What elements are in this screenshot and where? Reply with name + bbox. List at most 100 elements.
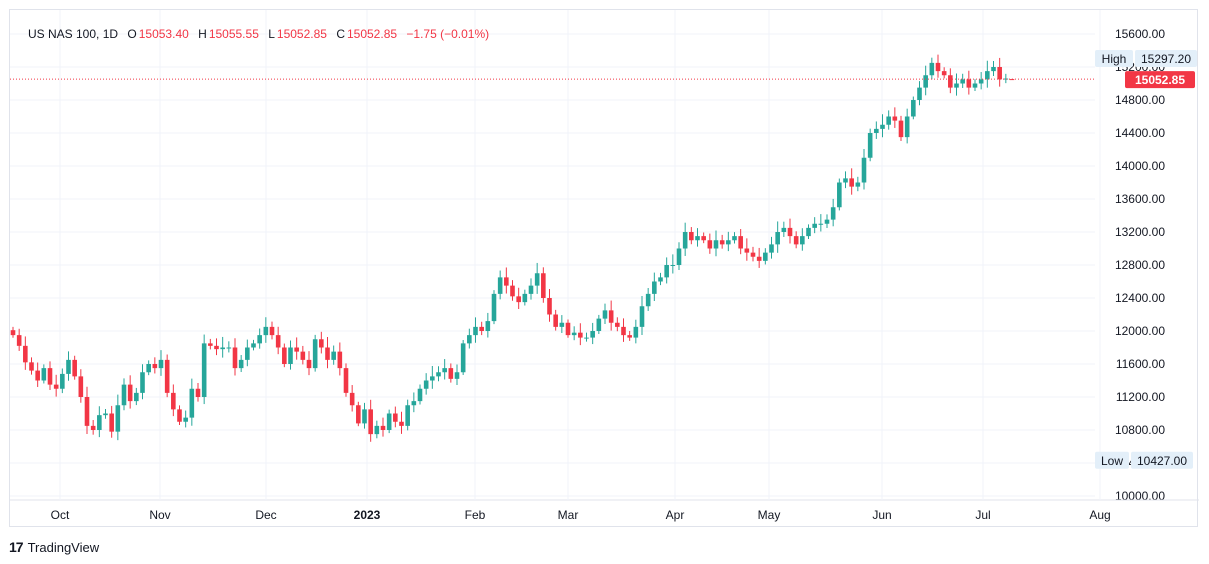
candle-body bbox=[633, 326, 639, 338]
candle-body bbox=[140, 372, 145, 393]
high-value-label: 15297.20 bbox=[1141, 52, 1191, 66]
candle-body bbox=[368, 409, 373, 435]
x-tick-label: May bbox=[758, 508, 781, 522]
x-tick-label: Dec bbox=[255, 508, 276, 522]
candle-body bbox=[257, 335, 262, 344]
candle-body bbox=[855, 182, 861, 187]
price-chart[interactable]: 15600.0015200.0014800.0014400.0014000.00… bbox=[10, 10, 1199, 528]
x-tick-label: Oct bbox=[51, 508, 70, 522]
candle-body bbox=[960, 79, 965, 84]
candle-body bbox=[349, 392, 355, 406]
candle-body bbox=[837, 182, 842, 208]
candle-body bbox=[812, 223, 817, 228]
candle-body bbox=[485, 321, 491, 331]
high-value-badge bbox=[1135, 49, 1197, 67]
candle-body bbox=[460, 343, 466, 373]
candle-body bbox=[473, 326, 478, 336]
candle-body bbox=[238, 359, 244, 369]
candle-body bbox=[553, 314, 558, 327]
candle-body bbox=[541, 273, 546, 298]
candle-body bbox=[781, 227, 787, 232]
candle-body bbox=[522, 293, 528, 303]
low-key: L bbox=[268, 27, 275, 41]
candle-body bbox=[220, 347, 225, 350]
open-key: O bbox=[127, 27, 137, 41]
candle-body bbox=[10, 330, 16, 336]
x-tick-label: Mar bbox=[558, 508, 579, 522]
candle-body bbox=[134, 392, 139, 402]
candle-body bbox=[374, 425, 380, 435]
tradingview-logo[interactable]: 17 TradingView bbox=[9, 539, 99, 555]
candle-body bbox=[479, 326, 484, 331]
candle-body bbox=[269, 326, 275, 336]
candle-body bbox=[658, 277, 663, 282]
candle-body bbox=[504, 277, 509, 286]
candle-body bbox=[300, 351, 306, 360]
candle-body bbox=[319, 339, 324, 348]
candle-body bbox=[454, 372, 460, 379]
ohlc-legend: US NAS 100, 1D O 15053.40 H 15055.55 L 1505… bbox=[28, 27, 495, 41]
low-badge-label: Low bbox=[1101, 454, 1123, 468]
y-tick-label: 13200.00 bbox=[1115, 225, 1165, 239]
candle-body bbox=[997, 67, 1002, 80]
candle-body bbox=[275, 335, 281, 348]
candle-body bbox=[72, 359, 77, 377]
y-tick-label: 11600.00 bbox=[1116, 357, 1165, 371]
candle-body bbox=[719, 240, 725, 245]
candle-body bbox=[16, 335, 22, 346]
candle-body bbox=[380, 425, 386, 430]
candle-body bbox=[578, 332, 583, 338]
close-value: 15052.85 bbox=[346, 27, 398, 41]
x-tick-label: 2023 bbox=[354, 508, 381, 522]
candle-body bbox=[978, 79, 984, 84]
candle-body bbox=[806, 227, 811, 237]
y-tick-label: 12800.00 bbox=[1115, 258, 1165, 272]
y-tick-label: 10800.00 bbox=[1115, 423, 1165, 437]
candle-body bbox=[670, 265, 676, 266]
candle-body bbox=[615, 322, 620, 327]
brand-name: TradingView bbox=[27, 539, 100, 555]
candle-body bbox=[528, 285, 534, 294]
candle-body bbox=[146, 364, 151, 373]
candle-body bbox=[843, 178, 848, 183]
candle-body bbox=[769, 244, 774, 253]
candle-body bbox=[41, 368, 47, 381]
candle-body bbox=[892, 116, 898, 121]
candle-body bbox=[676, 248, 682, 265]
candle-body bbox=[152, 364, 158, 369]
candle-body bbox=[534, 273, 540, 286]
candle-body bbox=[386, 413, 392, 430]
candle-body bbox=[726, 240, 731, 245]
candle-body bbox=[744, 248, 750, 253]
candle-body bbox=[294, 347, 299, 352]
candle-body bbox=[793, 236, 799, 245]
candle-body bbox=[195, 388, 201, 397]
candle-body bbox=[337, 351, 343, 369]
candle-body bbox=[941, 71, 947, 76]
candle-body bbox=[867, 133, 873, 158]
candle-body bbox=[491, 293, 497, 322]
high-value: 15055.55 bbox=[208, 27, 259, 41]
candle-body bbox=[214, 345, 219, 350]
candle-body bbox=[621, 326, 626, 336]
candle-body bbox=[66, 359, 71, 374]
candle-body bbox=[948, 75, 953, 88]
candle-body bbox=[886, 116, 891, 125]
candle-body bbox=[29, 362, 34, 371]
candle-body bbox=[127, 384, 133, 402]
y-tick-label: 14000.00 bbox=[1115, 159, 1165, 173]
candle-body bbox=[331, 351, 336, 360]
candle-body bbox=[417, 388, 423, 402]
candle-body bbox=[47, 368, 53, 385]
candle-body bbox=[232, 347, 238, 369]
high-badge-label: High bbox=[1102, 52, 1127, 66]
candle-body bbox=[849, 178, 854, 187]
candle-body bbox=[97, 415, 102, 430]
candle-body bbox=[282, 347, 287, 364]
candle-body bbox=[325, 347, 330, 360]
candle-body bbox=[713, 240, 719, 249]
chart-frame[interactable]: 15600.00 15200.00 14800.00 14400.00 14000.00… bbox=[9, 9, 1199, 528]
candle-body bbox=[954, 83, 959, 88]
candle-body bbox=[312, 339, 318, 369]
candle-body bbox=[695, 236, 700, 241]
